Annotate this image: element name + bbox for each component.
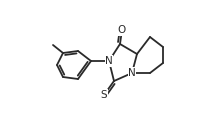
Text: N: N — [105, 56, 113, 66]
Text: N: N — [128, 68, 136, 78]
Text: S: S — [101, 90, 107, 100]
Text: O: O — [118, 25, 126, 35]
